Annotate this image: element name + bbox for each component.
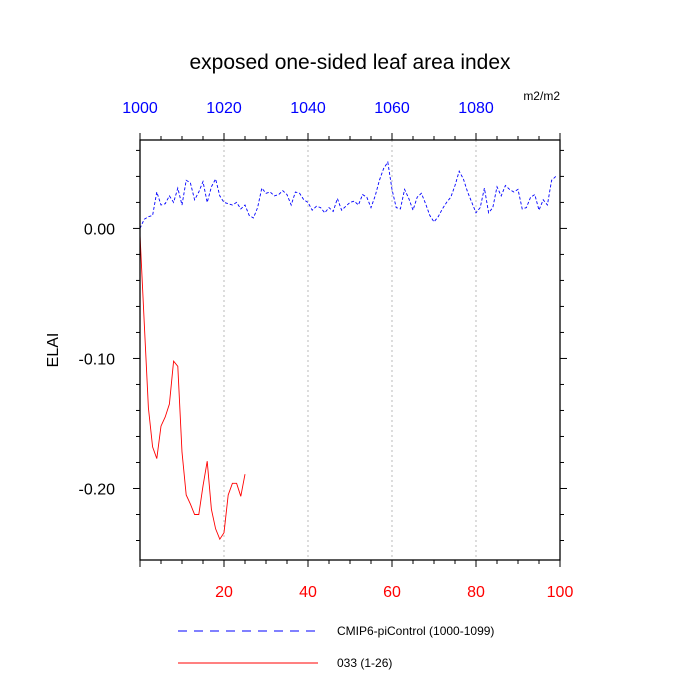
axis-ticks: 20 40 60 80 100 1000 1020 1040 1060 1080 0.00 -0.10… bbox=[79, 100, 574, 601]
x-tick-label-3: 80 bbox=[467, 584, 485, 601]
x-tick-label-4: 100 bbox=[547, 584, 574, 601]
legend-label-1: 033 (1-26) bbox=[337, 656, 392, 670]
x2-tick-label-3: 1060 bbox=[374, 100, 410, 117]
x2-tick-label-4: 1080 bbox=[458, 100, 494, 117]
grid-lines bbox=[223, 140, 477, 560]
x2-tick-label-1: 1020 bbox=[206, 100, 242, 117]
y-tick-label-1: -0.10 bbox=[79, 351, 116, 368]
y-axis-label: ELAI bbox=[45, 333, 62, 368]
x-tick-label-1: 40 bbox=[299, 584, 317, 601]
series-line-0 bbox=[139, 160, 557, 229]
y-tick-label-0: 0.00 bbox=[84, 221, 115, 238]
y-tick-label-2: -0.20 bbox=[79, 481, 116, 498]
series-group bbox=[139, 160, 557, 541]
legend: CMIP6-piControl (1000-1099) 033 (1-26) bbox=[178, 624, 494, 670]
plot-frame bbox=[139, 139, 561, 561]
series-line-1 bbox=[139, 234, 246, 541]
x2-tick-label-0: 1000 bbox=[122, 100, 158, 117]
legend-label-0: CMIP6-piControl (1000-1099) bbox=[337, 624, 494, 638]
x2-tick-label-2: 1040 bbox=[290, 100, 326, 117]
x-tick-label-2: 60 bbox=[383, 584, 401, 601]
chart-title: exposed one-sided leaf area index bbox=[189, 51, 511, 74]
x-tick-label-0: 20 bbox=[215, 584, 233, 601]
units-label: m2/m2 bbox=[523, 89, 560, 103]
